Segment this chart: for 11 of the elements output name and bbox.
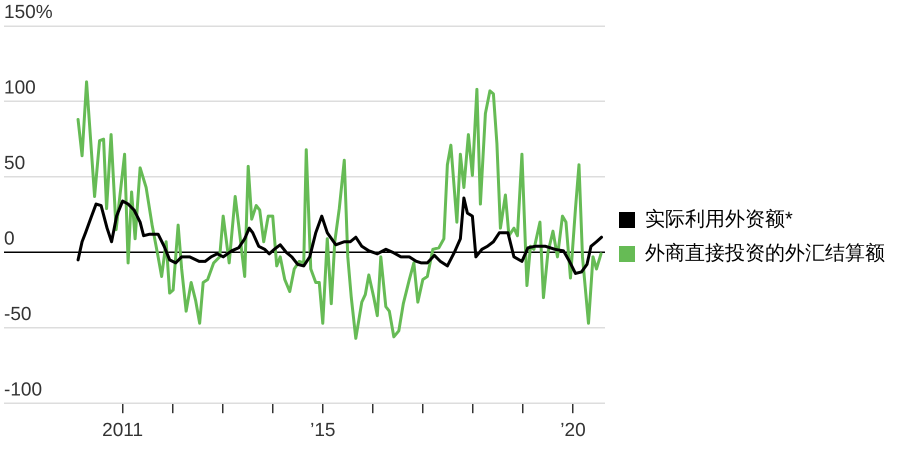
x-tick-label: ’15 bbox=[310, 420, 336, 441]
y-tick-label: -100 bbox=[4, 379, 42, 400]
y-tick-label: 150% bbox=[4, 2, 53, 24]
legend-label: 外商直接投资的外汇结算额 bbox=[645, 242, 885, 265]
legend-label: 实际利用外资额* bbox=[645, 208, 793, 231]
y-tick-label: 50 bbox=[4, 153, 26, 174]
x-tick-label: 2011 bbox=[102, 420, 144, 441]
x-tick-label: ’20 bbox=[560, 420, 586, 441]
y-tick-label: 100 bbox=[4, 78, 36, 99]
y-tick-label: 0 bbox=[4, 228, 15, 250]
y-tick-label: -50 bbox=[4, 304, 32, 325]
